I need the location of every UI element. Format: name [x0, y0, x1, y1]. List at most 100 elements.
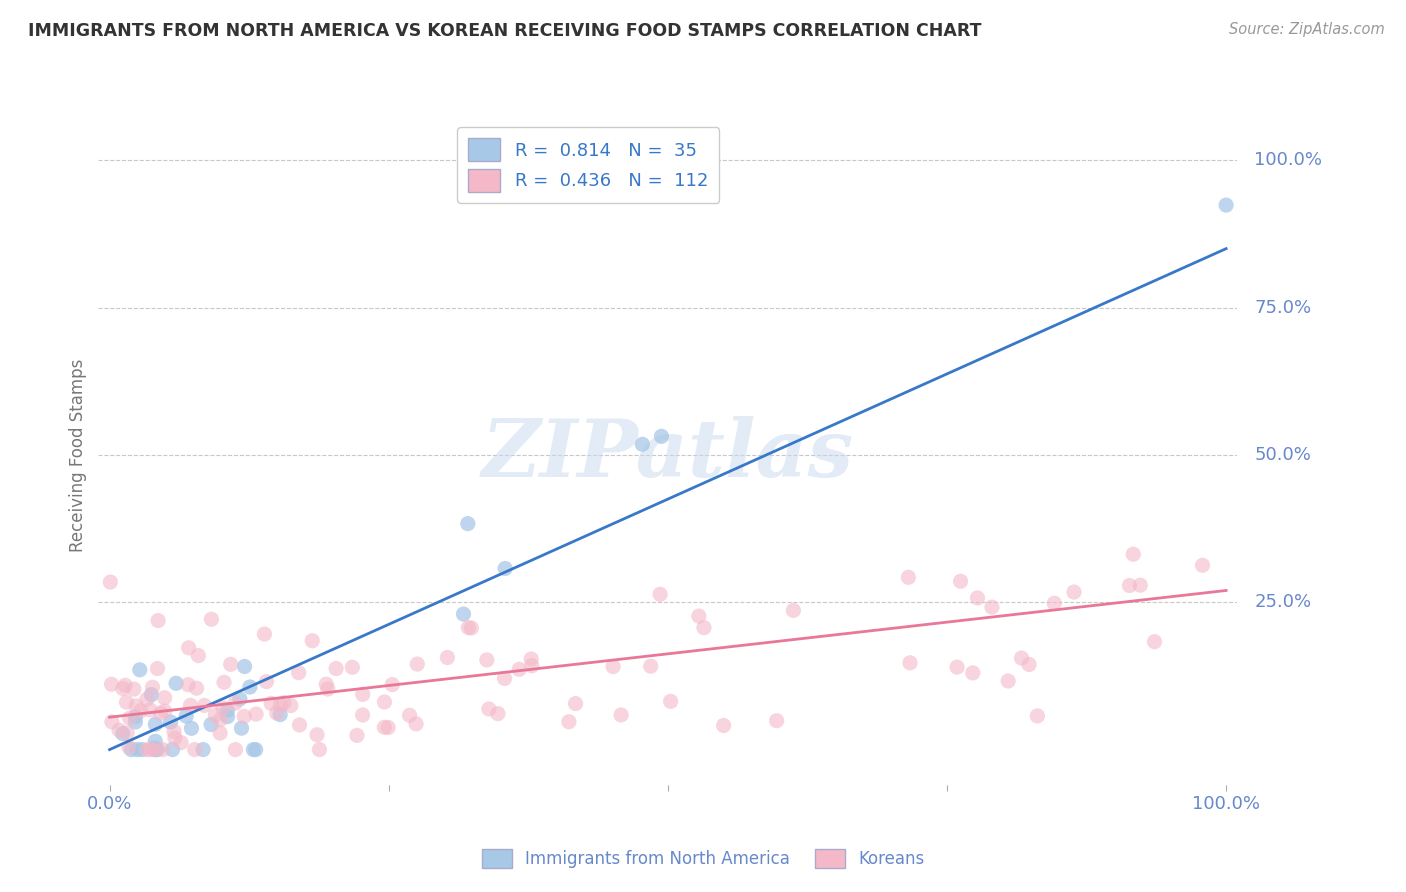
- Point: [1129, 578, 1152, 592]
- Point: [508, 662, 530, 676]
- Point: [962, 665, 984, 680]
- Text: 75.0%: 75.0%: [1254, 299, 1312, 317]
- Point: [209, 726, 232, 740]
- Point: [301, 633, 323, 648]
- Point: [398, 708, 420, 723]
- Point: [200, 612, 222, 626]
- Point: [143, 742, 166, 756]
- Point: [782, 603, 804, 617]
- Y-axis label: Receiving Food Stamps: Receiving Food Stamps: [69, 359, 87, 551]
- Point: [149, 706, 172, 720]
- Point: [688, 609, 710, 624]
- Point: [381, 677, 404, 691]
- Point: [120, 742, 142, 756]
- Point: [135, 742, 157, 756]
- Text: 25.0%: 25.0%: [1254, 593, 1312, 611]
- Point: [131, 742, 153, 756]
- Point: [308, 742, 330, 756]
- Point: [98, 575, 121, 590]
- Point: [1122, 547, 1144, 561]
- Point: [183, 742, 205, 756]
- Point: [315, 677, 337, 691]
- Point: [124, 709, 146, 723]
- Point: [475, 653, 498, 667]
- Point: [765, 714, 787, 728]
- Point: [266, 706, 288, 720]
- Point: [139, 703, 162, 717]
- Point: [897, 570, 920, 584]
- Point: [100, 677, 122, 691]
- Point: [564, 697, 586, 711]
- Point: [373, 720, 395, 734]
- Point: [153, 704, 176, 718]
- Point: [342, 660, 364, 674]
- Point: [1026, 709, 1049, 723]
- Point: [457, 516, 479, 531]
- Point: [122, 681, 145, 696]
- Point: [229, 692, 252, 706]
- Point: [165, 676, 187, 690]
- Point: [114, 678, 136, 692]
- Point: [118, 711, 141, 725]
- Point: [253, 627, 276, 641]
- Point: [143, 734, 166, 748]
- Point: [108, 723, 131, 737]
- Point: [1018, 657, 1040, 672]
- Point: [170, 736, 193, 750]
- Point: [115, 726, 138, 740]
- Point: [269, 707, 291, 722]
- Point: [212, 675, 235, 690]
- Point: [193, 698, 215, 713]
- Point: [436, 650, 458, 665]
- Point: [486, 706, 509, 721]
- Point: [179, 698, 201, 713]
- Point: [980, 600, 1002, 615]
- Point: [139, 742, 162, 756]
- Legend: R =  0.814   N =  35, R =  0.436   N =  112: R = 0.814 N = 35, R = 0.436 N = 112: [457, 128, 718, 202]
- Point: [209, 713, 232, 727]
- Point: [146, 662, 169, 676]
- Text: IMMIGRANTS FROM NORTH AMERICA VS KOREAN RECEIVING FOOD STAMPS CORRELATION CHART: IMMIGRANTS FROM NORTH AMERICA VS KOREAN …: [28, 22, 981, 40]
- Point: [256, 674, 278, 689]
- Point: [233, 659, 256, 673]
- Point: [153, 690, 176, 705]
- Point: [648, 587, 671, 601]
- Point: [405, 716, 427, 731]
- Point: [1215, 198, 1237, 212]
- Point: [269, 698, 291, 712]
- Point: [217, 703, 239, 717]
- Point: [352, 687, 374, 701]
- Point: [146, 614, 169, 628]
- Point: [129, 704, 152, 718]
- Point: [946, 660, 969, 674]
- Point: [152, 742, 174, 756]
- Point: [273, 696, 295, 710]
- Text: ZIPatlas: ZIPatlas: [482, 417, 853, 493]
- Point: [520, 658, 543, 673]
- Point: [949, 574, 972, 589]
- Point: [1118, 578, 1140, 592]
- Point: [460, 621, 482, 635]
- Point: [494, 672, 516, 686]
- Point: [453, 607, 475, 621]
- Point: [260, 696, 283, 710]
- Legend: Immigrants from North America, Koreans: Immigrants from North America, Koreans: [475, 842, 931, 875]
- Point: [127, 742, 149, 756]
- Point: [997, 673, 1019, 688]
- Point: [520, 652, 543, 666]
- Point: [217, 709, 239, 723]
- Point: [143, 742, 166, 756]
- Point: [631, 437, 654, 451]
- Point: [650, 429, 672, 443]
- Point: [693, 621, 716, 635]
- Point: [245, 742, 267, 756]
- Point: [610, 708, 633, 723]
- Text: Source: ZipAtlas.com: Source: ZipAtlas.com: [1229, 22, 1385, 37]
- Point: [136, 692, 159, 706]
- Point: [177, 640, 200, 655]
- Point: [111, 726, 134, 740]
- Point: [558, 714, 581, 729]
- Point: [141, 680, 163, 694]
- Point: [245, 707, 267, 722]
- Point: [101, 714, 124, 729]
